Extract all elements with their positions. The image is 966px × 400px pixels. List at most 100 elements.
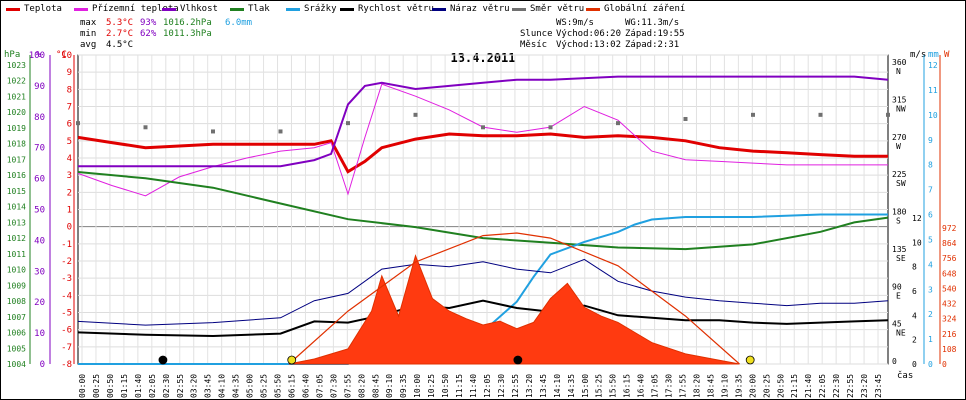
wind-speed-axis-unit: m/s	[910, 50, 926, 60]
temperature-tick: -7	[61, 343, 72, 353]
x-tick-label: 04:35	[232, 374, 241, 398]
series-theoretical-radiation	[288, 232, 740, 365]
wind-direction-point	[818, 112, 823, 117]
wind-dir-tick: 45	[892, 320, 902, 329]
x-tick-label: 22:05	[818, 374, 827, 398]
temperature-tick: -4	[61, 291, 72, 301]
marker-sunrise	[287, 355, 297, 365]
temperature-tick: 1	[67, 206, 72, 216]
wind-speed-info: WS:9m/s	[556, 18, 594, 28]
stat-max-label: max	[80, 18, 97, 28]
temperature-tick: -5	[61, 309, 72, 319]
wind-speed-tick: 0	[912, 360, 917, 369]
x-tick-label: 06:40	[301, 374, 310, 398]
x-tick-label: 17:05	[651, 374, 660, 398]
x-tick-label: 21:15	[790, 374, 799, 398]
wind-direction-point	[211, 129, 215, 134]
humidity-axis-unit: %	[36, 50, 42, 60]
wind-direction-point	[76, 121, 80, 126]
x-tick-label: 22:30	[832, 374, 841, 398]
wind-direction-point	[616, 121, 620, 126]
x-tick-label: 01:40	[134, 374, 143, 398]
x-tick-label: 08:45	[371, 374, 380, 398]
x-tick-label: 10:50	[441, 374, 450, 398]
legend-label: Teplota	[24, 4, 62, 14]
wind-dir-label: SE	[896, 254, 906, 263]
x-tick-label: 11:15	[455, 374, 464, 398]
humidity-tick: 90	[34, 82, 45, 92]
precip-tick: 7	[928, 186, 933, 195]
precip-tick: 5	[928, 235, 933, 244]
pressure-tick: 1022	[7, 77, 26, 86]
temperature-tick: -1	[61, 240, 72, 250]
x-tick-label: 02:05	[148, 374, 157, 398]
x-tick-label: 09:10	[385, 374, 394, 398]
legend-label: Globální záření	[604, 4, 686, 14]
temperature-tick: 9	[67, 68, 72, 78]
series-wind-speed	[77, 299, 889, 338]
wind-dir-label: S	[896, 217, 901, 226]
legend-label: Tlak	[248, 4, 270, 14]
legend-label: Přízemní teplota	[92, 4, 179, 14]
x-tick-label: 21:40	[804, 374, 813, 398]
x-tick-label: 05:00	[246, 374, 255, 398]
x-tick-label: 17:55	[679, 374, 688, 398]
x-tick-label: 13:20	[525, 374, 534, 398]
legend-item: Globální záření	[586, 3, 685, 15]
x-tick-label: 14:35	[567, 374, 576, 398]
pressure-tick: 1011	[7, 250, 26, 259]
x-tick-label: 23:20	[860, 374, 869, 398]
pressure-tick: 1008	[7, 297, 26, 306]
humidity-tick: 30	[34, 267, 45, 277]
wind-speed-tick: 12	[912, 214, 922, 223]
precip-tick: 2	[928, 310, 933, 319]
pressure-tick: 1005	[7, 344, 26, 353]
stat-max-temp: 5.3°C	[106, 18, 134, 28]
x-tick-label: 05:25	[260, 374, 269, 398]
sun-set: Západ:19:55	[625, 29, 685, 39]
legend-item: Teplota	[6, 3, 62, 15]
pressure-tick: 1015	[7, 187, 26, 196]
wind-direction-point	[346, 121, 350, 126]
pressure-tick: 1009	[7, 281, 26, 290]
stat-max-press: 1016.2hPa	[163, 18, 212, 28]
temperature-tick: 2	[67, 188, 72, 198]
x-tick-label: 03:20	[190, 374, 199, 398]
series-global-radiation	[288, 254, 740, 365]
wind-dir-tick: 180	[892, 208, 907, 217]
moon-rise: Východ:13:02	[556, 40, 622, 50]
radiation-tick: 864	[942, 239, 957, 248]
radiation-tick: 540	[942, 284, 957, 293]
legend-item: Vlhkost	[162, 3, 218, 15]
x-tick-label: 17:30	[665, 374, 674, 398]
pressure-tick: 1021	[7, 92, 26, 101]
temperature-tick: 0	[67, 223, 72, 233]
stat-min-hum: 62%	[140, 29, 157, 39]
legend-label: Vlhkost	[180, 4, 218, 14]
x-tick-label: 10:25	[427, 374, 436, 398]
wind-dir-tick: 360	[892, 58, 907, 67]
temperature-tick: 7	[67, 103, 72, 113]
x-tick-label: 00:50	[106, 374, 115, 398]
pressure-tick: 1023	[7, 61, 26, 70]
wind-dir-tick: 135	[892, 245, 907, 254]
wind-speed-tick: 8	[912, 263, 917, 272]
legend-swatch	[6, 7, 20, 11]
x-tick-label: 00:25	[92, 374, 101, 398]
humidity-tick: 10	[34, 329, 45, 339]
stat-avg-temp: 4.5°C	[106, 40, 134, 50]
pressure-tick: 1017	[7, 155, 26, 164]
wind-direction-point	[413, 112, 418, 117]
series-wind-gust	[77, 258, 889, 326]
x-tick-label: 07:05	[315, 374, 324, 398]
wind-gust-info: WG:11.3m/s	[625, 18, 680, 28]
temperature-tick: 8	[67, 85, 72, 95]
x-tick-label: 20:25	[762, 374, 771, 398]
x-tick-label: 09:35	[399, 374, 408, 398]
x-tick-label: 15:00	[581, 374, 590, 398]
x-tick-label: 06:15	[287, 374, 296, 398]
precip-tick: 3	[928, 285, 933, 294]
wind-direction-point	[278, 129, 283, 134]
stat-max-hum: 93%	[140, 18, 157, 28]
legend-swatch	[286, 7, 300, 11]
